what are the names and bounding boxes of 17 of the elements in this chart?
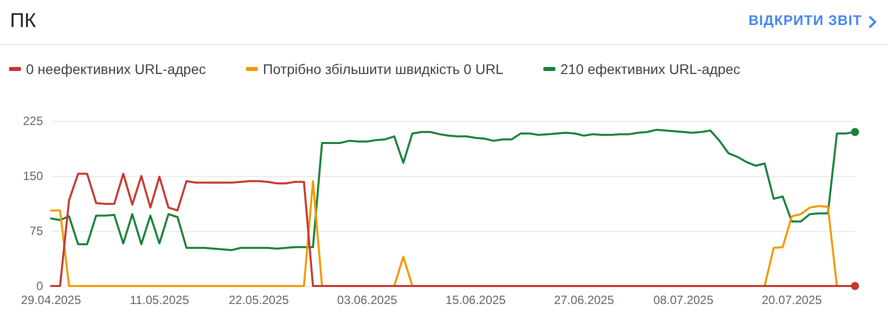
x-tick-label: 22.05.2025 — [228, 293, 290, 307]
x-tick-label: 20.07.2025 — [762, 293, 822, 307]
x-tick-label: 27.06.2025 — [554, 293, 614, 307]
y-tick-label: 0 — [36, 279, 44, 293]
y-tick-label: 225 — [22, 114, 44, 128]
y-tick-label: 150 — [22, 169, 44, 183]
y-tick-label: 75 — [30, 224, 44, 238]
x-tick-label: 08.07.2025 — [653, 293, 714, 307]
text: ВІДКРИТИ ЗВІТ — [748, 12, 862, 28]
legend-label: 210 ефективних URL-адрес — [560, 61, 740, 77]
x-tick-label: 15.06.2025 — [446, 293, 506, 307]
legend-label: Потрібно збільшити швидкість 0 URL — [262, 61, 504, 77]
legend-label: 0 неефективних URL-адрес — [26, 61, 206, 77]
x-tick-label: 03.06.2025 — [337, 293, 398, 307]
x-tick-label: 11.05.2025 — [130, 293, 190, 307]
x-tick-label: 29.04.2025 — [20, 293, 82, 307]
chart-title: ПК — [10, 10, 36, 33]
